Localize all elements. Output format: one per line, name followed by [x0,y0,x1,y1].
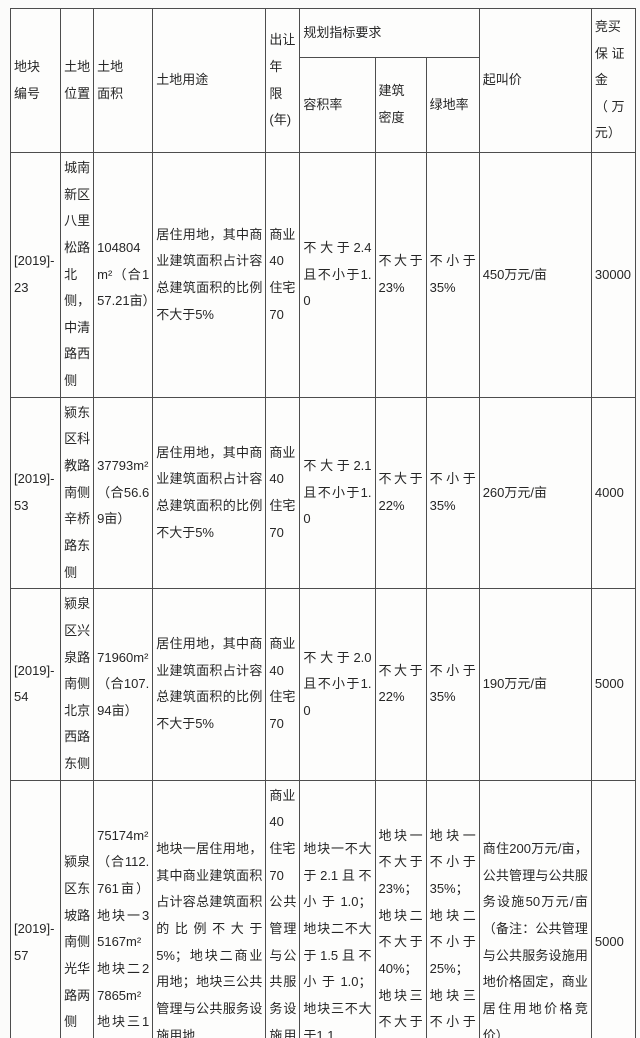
cell-deposit: 4000 [590,396,637,590]
cell-land-use: 地块一居住用地，其中商业建筑面积占计容总建筑面积的比例不大于5%；地块二商业用地… [152,779,267,1038]
cell-land-use: 居住用地，其中商业建筑面积占计容总建筑面积的比例不大于5% [152,588,267,781]
cell-green-rate: 不小于35% [425,152,480,398]
header-green-rate: 绿地率 [425,57,480,153]
cell-deposit: 5000 [590,588,637,781]
cell-area: 104804m²（合157.21亩） [93,152,156,398]
cell-green-rate: 不小于35% [425,588,480,781]
cell-location: 颍东区科教路南侧辛桥路东侧 [60,396,95,590]
cell-green-rate: 不小于35% [425,396,480,590]
cell-start-price: 商住200万元/亩，公共管理与公共服务设施50万元/亩（备注：公共管理与公共服务… [478,779,592,1038]
header-area: 土地 面积 [93,8,154,153]
table-row: [2019]-54 颍泉区兴泉路南侧北京西路东侧 71960m²（合107.94… [9,588,637,781]
cell-start-price: 450万元/亩 [478,152,592,398]
table-row: [2019]-53 颍东区科教路南侧辛桥路东侧 37793m²（合56.69亩）… [9,396,637,590]
table-row: [2019]-23 城南新区八里松路北侧，中清路西侧 104804m²（合157… [9,152,637,398]
header-term: 出让 年 限 (年) [265,8,301,153]
cell-far: 不大于2.0且不小于1.0 [299,588,376,781]
cell-density: 不大于22% [374,588,427,781]
cell-density: 不大于23% [374,152,427,398]
cell-plot-id: [2019]-57 [9,779,62,1038]
cell-term: 商业 40 住宅 70 [265,152,301,398]
header-plot-id: 地块 编号 [9,8,62,153]
header-density: 建筑 密度 [374,57,427,153]
header-deposit: 竞买 保 证 金 （ 万 元） [590,8,637,153]
header-land-use: 土地用途 [152,8,267,153]
cell-density: 地块一不大于23%；地块二不大于40%；地块三不大于30% [374,779,427,1038]
header-start-price: 起叫价 [478,8,592,153]
cell-location: 城南新区八里松路北侧，中清路西侧 [60,152,95,398]
cell-deposit: 5000 [590,779,637,1038]
cell-location: 颍泉区东坡路南侧光华路两侧 [60,779,95,1038]
cell-start-price: 190万元/亩 [478,588,592,781]
cell-deposit: 30000 [590,152,637,398]
cell-land-use: 居住用地，其中商业建筑面积占计容总建筑面积的比例不大于5% [152,152,267,398]
cell-green-rate: 地块一不小于35%；地块二不小于25%；地块三不小于30% [425,779,480,1038]
cell-plot-id: [2019]-23 [9,152,62,398]
header-planning-requirements: 规划指标要求 [299,8,480,58]
cell-start-price: 260万元/亩 [478,396,592,590]
cell-area: 71960m²（合107.94亩） [93,588,154,781]
cell-far: 不大于2.4且不小于1.0 [299,152,376,398]
cell-far: 地块一不大于2.1且不小于1.0；地块二不大于1.5且不小于1.0；地块三不大于… [299,779,376,1038]
cell-location: 颍泉区兴泉路南侧北京西路东侧 [60,588,95,781]
cell-far: 不大于2.1且不小于1.0 [299,396,376,590]
table-row: [2019]-57 颍泉区东坡路南侧光华路两侧 75174m²（合112.761… [9,779,637,1038]
cell-plot-id: [2019]-54 [9,588,62,781]
land-auction-table: 地块 编号 土地 位置 土地 面积 土地用途 出让 年 限 (年) 规划指标要求… [9,8,637,1038]
cell-term: 商业 40 住宅 70 [265,588,301,781]
header-far: 容积率 [299,57,376,153]
cell-area: 37793m²（合56.69亩） [93,396,154,590]
cell-term: 商业 40 住宅 70 公共管理与公共服务设施用地 50 [265,779,301,1038]
header-location: 土地 位置 [60,8,95,153]
cell-land-use: 居住用地，其中商业建筑面积占计容总建筑面积的比例不大于5% [152,396,267,590]
cell-area: 75174m²（合112.761亩）地块一35167m²地块二27865m²地块… [93,779,154,1038]
cell-term: 商业 40 住宅 70 [265,396,301,590]
cell-plot-id: [2019]-53 [9,396,62,590]
cell-density: 不大于22% [374,396,427,590]
